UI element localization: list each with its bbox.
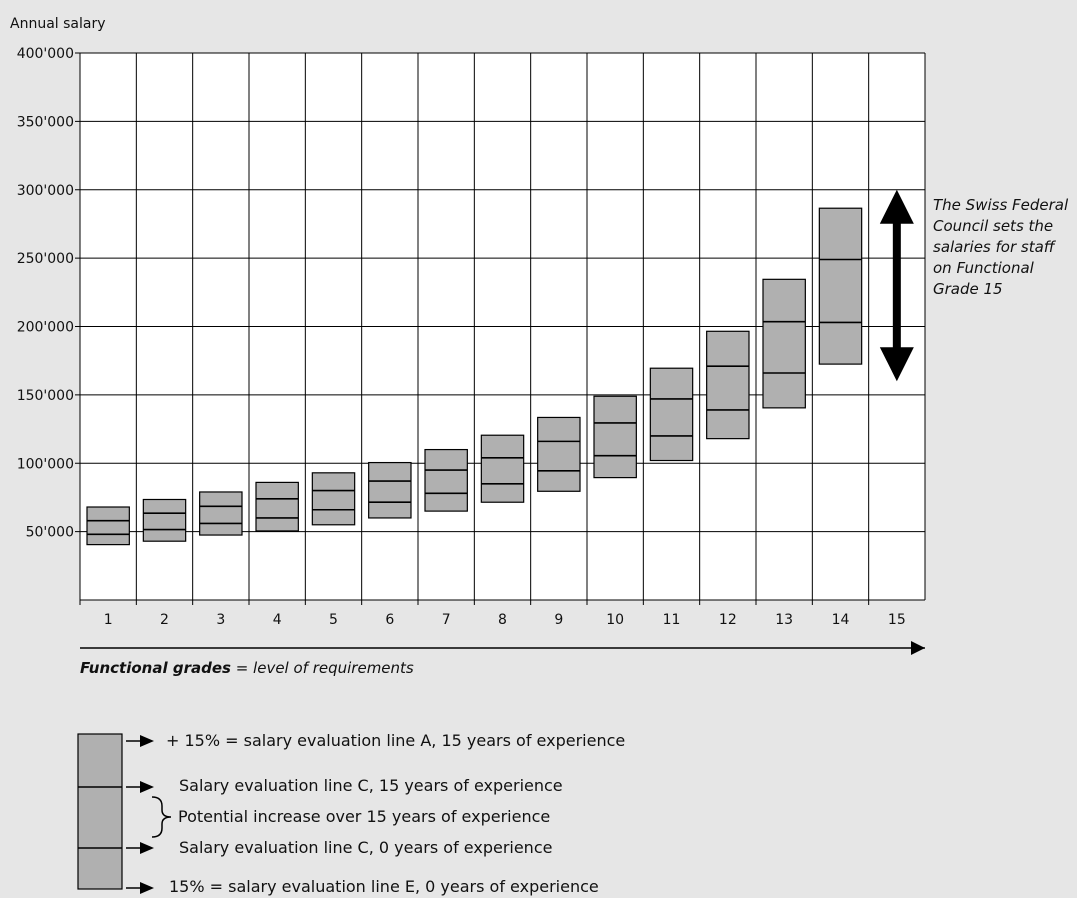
x-tick-label: 5	[329, 612, 338, 628]
legend-arrow-a-head	[140, 735, 154, 747]
grade-15-arrow-up	[879, 189, 914, 224]
x-tick-label: 1	[104, 612, 113, 628]
x-axis-caption-rest: = level of requirements	[230, 659, 414, 677]
y-tick-label: 350'000	[17, 114, 74, 130]
y-tick-label: 150'000	[17, 388, 74, 404]
legend-arrow-c15-head	[140, 781, 154, 793]
y-tick-label: 50'000	[26, 525, 74, 541]
legend-line-c15: Salary evaluation line C, 15 years of ex…	[179, 776, 563, 795]
legend-line-e: 15% = salary evaluation line E, 0 years …	[169, 877, 599, 896]
x-tick-label: 2	[160, 612, 169, 628]
x-tick-label: 12	[719, 612, 737, 628]
x-tick-label: 15	[888, 612, 906, 628]
y-tick-label: 100'000	[17, 456, 74, 472]
x-axis-caption: Functional grades = level of requirement…	[80, 659, 414, 677]
salary-band-box	[199, 491, 243, 536]
x-tick-label: 3	[216, 612, 225, 628]
x-tick-label: 7	[442, 612, 451, 628]
y-axis-title: Annual salary	[10, 16, 106, 32]
x-tick-label: 11	[663, 612, 681, 628]
x-direction-arrow-head	[911, 641, 925, 655]
y-tick-label: 250'000	[17, 251, 74, 267]
salary-band-box	[480, 434, 525, 503]
x-axis-caption-bold: Functional grades	[80, 659, 231, 677]
salary-band-box	[818, 207, 863, 365]
salary-band-box	[706, 330, 750, 440]
x-tick-label: 13	[775, 612, 793, 628]
x-tick-label: 9	[554, 612, 563, 628]
salary-band-box	[86, 506, 130, 546]
x-tick-label: 6	[385, 612, 394, 628]
salary-band-box	[537, 416, 581, 492]
x-tick-label: 4	[273, 612, 282, 628]
x-tick-label: 14	[832, 612, 850, 628]
x-tick-label: 10	[606, 612, 624, 628]
salary-band-box	[311, 472, 356, 526]
salary-band-box	[593, 395, 637, 479]
salary-band-box	[424, 448, 468, 512]
x-tick-label: 8	[498, 612, 507, 628]
legend-brace	[151, 796, 172, 838]
legend-line-c0: Salary evaluation line C, 0 years of exp…	[179, 838, 553, 857]
grade-15-arrow-down	[879, 347, 914, 382]
salary-band-box	[142, 498, 187, 542]
legend-potential: Potential increase over 15 years of expe…	[178, 807, 551, 826]
y-tick-label: 400'000	[17, 46, 74, 62]
salary-band-box	[649, 367, 694, 462]
salary-band-box	[762, 278, 806, 409]
y-tick-label: 200'000	[17, 320, 74, 336]
legend-arrow-e-head	[140, 882, 154, 894]
legend-arrow-c0-head	[140, 842, 154, 854]
federal-council-note: The Swiss Federal Council sets the salar…	[933, 196, 1069, 298]
salary-band-box	[368, 461, 412, 519]
legend-line-a: + 15% = salary evaluation line A, 15 yea…	[166, 731, 626, 750]
salary-band-box	[255, 481, 299, 532]
y-tick-label: 300'000	[17, 183, 74, 199]
legend-sample-box	[77, 733, 123, 890]
